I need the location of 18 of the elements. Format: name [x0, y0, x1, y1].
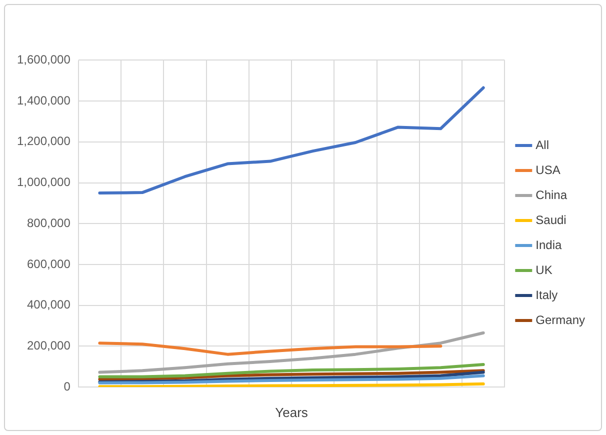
- legend-label: All: [536, 138, 549, 152]
- legend-label: China: [536, 188, 568, 202]
- y-tick-label: 200,000: [26, 338, 71, 352]
- legend-label: Italy: [536, 288, 558, 302]
- legend-label: UK: [536, 262, 552, 277]
- y-tick-label: 1,000,000: [16, 175, 71, 190]
- legend-label: USA: [536, 162, 560, 177]
- y-tick-label: 1,600,000: [16, 52, 71, 67]
- y-tick-label: 0: [64, 379, 71, 394]
- y-tick-label: 800,000: [26, 216, 71, 230]
- x-axis-title: Years: [275, 404, 308, 420]
- legend-label: Saudi: [536, 212, 566, 227]
- y-tick-label: 600,000: [26, 256, 71, 271]
- y-tick-label: 1,400,000: [16, 93, 71, 108]
- legend-label: India: [536, 238, 562, 252]
- y-tick-label: 1,200,000: [16, 134, 71, 148]
- legend-label: Germany: [536, 312, 586, 327]
- y-tick-label: 400,000: [26, 298, 71, 312]
